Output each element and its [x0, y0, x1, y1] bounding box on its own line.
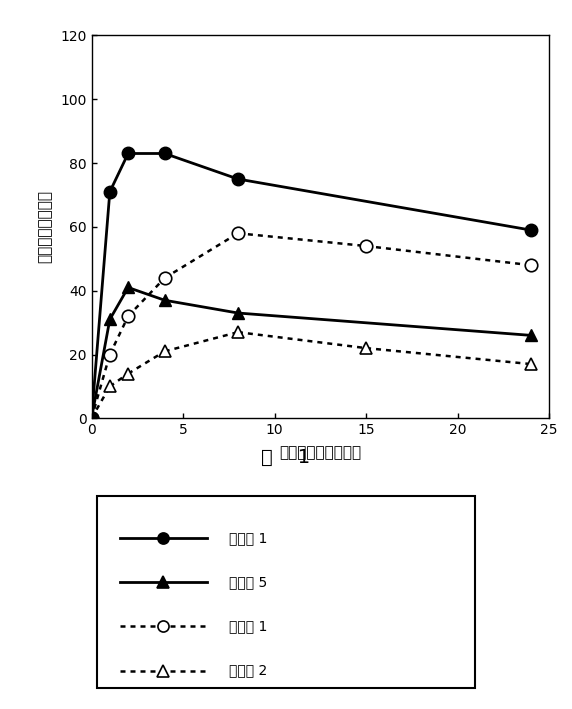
FancyBboxPatch shape [97, 496, 475, 688]
Text: 图    1: 图 1 [261, 448, 311, 467]
X-axis label: 粘合时间（小时数）: 粘合时间（小时数） [279, 445, 362, 461]
Text: 实施例 1: 实施例 1 [229, 532, 268, 545]
Y-axis label: 氯丁酪胺的血浓度: 氯丁酪胺的血浓度 [37, 191, 52, 263]
Text: 实施例 5: 实施例 5 [229, 576, 268, 589]
Text: 对比例 1: 对比例 1 [229, 620, 268, 633]
Text: 对比例 2: 对比例 2 [229, 664, 268, 678]
